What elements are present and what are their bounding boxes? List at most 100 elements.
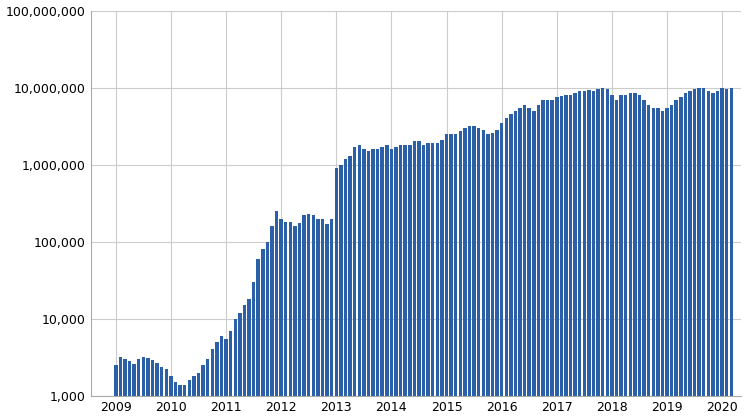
Bar <box>164 370 168 420</box>
Bar <box>348 156 352 420</box>
Bar <box>326 224 329 420</box>
Bar <box>275 211 279 420</box>
Bar <box>132 364 136 420</box>
Bar <box>675 100 678 420</box>
Bar <box>358 145 361 420</box>
Bar <box>633 93 636 420</box>
Bar <box>376 149 379 420</box>
Bar <box>551 100 554 420</box>
Bar <box>256 259 260 420</box>
Bar <box>725 89 728 420</box>
Bar <box>486 134 489 420</box>
Bar <box>564 95 568 420</box>
Bar <box>536 105 540 420</box>
Bar <box>151 360 155 420</box>
Bar <box>610 95 613 420</box>
Bar <box>651 108 655 420</box>
Bar <box>523 105 527 420</box>
Bar <box>155 362 159 420</box>
Bar <box>615 100 619 420</box>
Bar <box>436 143 439 420</box>
Bar <box>247 299 251 420</box>
Bar <box>234 319 237 420</box>
Bar <box>279 218 283 420</box>
Bar <box>202 365 205 420</box>
Bar <box>390 149 393 420</box>
Bar <box>427 143 430 420</box>
Bar <box>628 93 632 420</box>
Bar <box>587 90 591 420</box>
Bar <box>371 149 375 420</box>
Bar <box>500 123 503 420</box>
Bar <box>592 91 595 420</box>
Bar <box>183 385 187 420</box>
Bar <box>288 222 292 420</box>
Bar <box>380 147 384 420</box>
Bar <box>128 362 131 420</box>
Bar <box>647 105 651 420</box>
Bar <box>730 88 733 420</box>
Bar <box>303 215 306 420</box>
Bar <box>568 95 572 420</box>
Bar <box>298 223 301 420</box>
Bar <box>211 349 214 420</box>
Bar <box>146 358 149 420</box>
Bar <box>509 114 512 420</box>
Bar <box>335 168 338 420</box>
Bar <box>266 242 269 420</box>
Bar <box>518 108 521 420</box>
Bar <box>514 111 517 420</box>
Bar <box>716 91 719 420</box>
Bar <box>606 89 609 420</box>
Bar <box>284 222 288 420</box>
Bar <box>114 365 117 420</box>
Bar <box>137 359 140 420</box>
Bar <box>574 93 577 420</box>
Bar <box>261 249 264 420</box>
Bar <box>679 97 683 420</box>
Bar <box>243 305 246 420</box>
Bar <box>229 331 232 420</box>
Bar <box>344 159 347 420</box>
Bar <box>463 128 467 420</box>
Bar <box>656 108 660 420</box>
Bar <box>196 373 200 420</box>
Bar <box>179 385 182 420</box>
Bar <box>316 218 320 420</box>
Bar <box>702 88 705 420</box>
Bar <box>532 111 536 420</box>
Bar <box>412 142 416 420</box>
Bar <box>670 105 673 420</box>
Bar <box>403 145 407 420</box>
Bar <box>468 126 471 420</box>
Bar <box>422 145 425 420</box>
Bar <box>399 145 403 420</box>
Bar <box>224 339 228 420</box>
Bar <box>160 367 164 420</box>
Bar <box>555 97 559 420</box>
Bar <box>624 95 627 420</box>
Bar <box>367 151 371 420</box>
Bar <box>491 133 495 420</box>
Bar <box>119 357 122 420</box>
Bar <box>459 131 462 420</box>
Bar <box>454 134 457 420</box>
Bar <box>169 376 173 420</box>
Bar <box>294 226 297 420</box>
Bar <box>482 130 485 420</box>
Bar <box>123 359 127 420</box>
Bar <box>220 336 223 420</box>
Bar <box>560 96 563 420</box>
Bar <box>642 100 646 420</box>
Bar <box>252 282 255 420</box>
Bar <box>362 149 365 420</box>
Bar <box>504 118 508 420</box>
Bar <box>353 147 356 420</box>
Bar <box>394 147 397 420</box>
Bar <box>330 218 333 420</box>
Bar <box>311 215 315 420</box>
Bar <box>688 91 692 420</box>
Bar <box>339 165 343 420</box>
Bar <box>495 130 499 420</box>
Bar <box>187 380 191 420</box>
